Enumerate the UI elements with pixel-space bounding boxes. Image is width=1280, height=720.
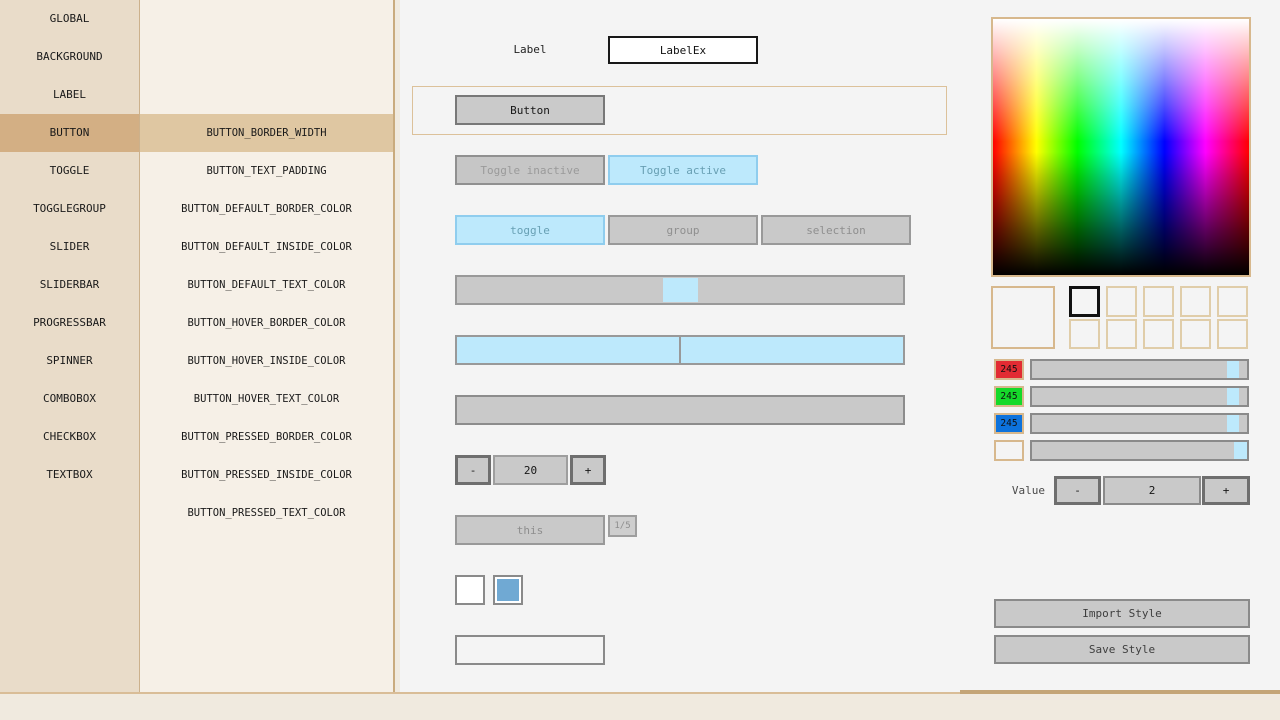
green-slider-handle[interactable] bbox=[1227, 388, 1239, 405]
property-item-hover-border-color[interactable]: BUTTON_HOVER_BORDER_COLOR bbox=[187, 317, 346, 329]
palette-row-1 bbox=[1069, 286, 1248, 317]
property-item-pressed-inside-color[interactable]: BUTTON_PRESSED_INSIDE_COLOR bbox=[181, 469, 352, 481]
value-spinner-value: 2 bbox=[1103, 476, 1201, 505]
property-item-default-text-color[interactable]: BUTTON_DEFAULT_TEXT_COLOR bbox=[187, 279, 346, 291]
sidebar-item-button[interactable]: BUTTON bbox=[0, 114, 139, 152]
preview-togglegroup-selection[interactable]: selection bbox=[761, 215, 911, 245]
preview-button-groupbox bbox=[412, 86, 947, 135]
preview-label-caption: Label bbox=[513, 43, 547, 56]
sidebar-item-sliderbar[interactable]: SLIDERBAR bbox=[39, 278, 100, 291]
blue-channel-chip: 245 bbox=[994, 413, 1024, 434]
preview-sliderbar[interactable] bbox=[455, 335, 905, 365]
alpha-channel-slider[interactable] bbox=[1030, 440, 1249, 461]
value-plus-button[interactable]: + bbox=[1202, 476, 1250, 505]
slider-handle[interactable] bbox=[663, 278, 698, 302]
sidebar-item-slider[interactable]: SLIDER bbox=[49, 240, 90, 253]
preview-spinner-plus-button[interactable]: + bbox=[570, 455, 606, 485]
palette-swatch[interactable] bbox=[1217, 319, 1248, 349]
property-item-pressed-text-color[interactable]: BUTTON_PRESSED_TEXT_COLOR bbox=[187, 507, 346, 519]
sidebar-item-textbox[interactable]: TEXTBOX bbox=[46, 468, 93, 481]
preview-spinner-minus-button[interactable]: - bbox=[455, 455, 491, 485]
value-minus-button[interactable]: - bbox=[1054, 476, 1101, 505]
combobox-page-indicator: 1/5 bbox=[608, 515, 637, 537]
save-style-button[interactable]: Save Style bbox=[994, 635, 1250, 664]
property-item-default-border-color[interactable]: BUTTON_DEFAULT_BORDER_COLOR bbox=[181, 203, 352, 215]
alpha-slider-handle[interactable] bbox=[1234, 442, 1247, 459]
property-item-text-padding[interactable]: BUTTON_TEXT_PADDING bbox=[206, 165, 327, 177]
preview-spinner-value: 20 bbox=[493, 455, 568, 485]
palette-swatch[interactable] bbox=[1217, 286, 1248, 317]
preview-label-textbox[interactable]: LabelEx bbox=[608, 36, 758, 64]
category-sidebar: GLOBAL BACKGROUND LABEL BUTTON TOGGLE TO… bbox=[0, 0, 140, 692]
red-channel-slider[interactable] bbox=[1030, 359, 1249, 380]
preview-togglegroup-toggle[interactable]: toggle bbox=[455, 215, 605, 245]
blue-slider-handle[interactable] bbox=[1227, 415, 1239, 432]
color-picker-gradient[interactable] bbox=[991, 17, 1251, 277]
sidebar-item-combobox[interactable]: COMBOBOX bbox=[43, 392, 96, 405]
sidebar-item-togglegroup[interactable]: TOGGLEGROUP bbox=[33, 202, 106, 215]
red-channel-chip: 245 bbox=[994, 359, 1024, 380]
sidebar-item-background[interactable]: BACKGROUND bbox=[36, 50, 103, 63]
property-sidebar: BUTTON_BORDER_WIDTH BUTTON_TEXT_PADDING … bbox=[140, 0, 395, 692]
preview-checkbox-checked[interactable] bbox=[493, 575, 523, 605]
preview-combobox[interactable]: this bbox=[455, 515, 605, 545]
preview-and-color-area: Label LabelEx Button Toggle inactive Tog… bbox=[400, 0, 1280, 692]
checkbox-checkmark-fill bbox=[497, 579, 519, 601]
preview-progressbar bbox=[455, 395, 905, 425]
palette-swatch[interactable] bbox=[1180, 286, 1211, 317]
property-item-hover-text-color[interactable]: BUTTON_HOVER_TEXT_COLOR bbox=[193, 393, 340, 405]
palette-row-2 bbox=[1069, 319, 1248, 349]
preview-slider[interactable] bbox=[455, 275, 905, 305]
palette-swatch[interactable] bbox=[1143, 319, 1174, 349]
property-item-pressed-border-color[interactable]: BUTTON_PRESSED_BORDER_COLOR bbox=[181, 431, 352, 443]
property-item-default-inside-color[interactable]: BUTTON_DEFAULT_INSIDE_COLOR bbox=[181, 241, 352, 253]
sidebar-item-toggle[interactable]: TOGGLE bbox=[49, 164, 90, 177]
blue-channel-slider[interactable] bbox=[1030, 413, 1249, 434]
green-channel-slider[interactable] bbox=[1030, 386, 1249, 407]
sidebar-item-progressbar[interactable]: PROGRESSBAR bbox=[33, 316, 106, 329]
preview-checkbox-unchecked[interactable] bbox=[455, 575, 485, 605]
preview-toggle-inactive[interactable]: Toggle inactive bbox=[455, 155, 605, 185]
sliderbar-divider bbox=[679, 337, 681, 363]
palette-swatch[interactable] bbox=[1069, 286, 1100, 317]
palette-swatch[interactable] bbox=[1143, 286, 1174, 317]
palette-swatch[interactable] bbox=[1180, 319, 1211, 349]
property-item-hover-inside-color[interactable]: BUTTON_HOVER_INSIDE_COLOR bbox=[187, 355, 346, 367]
palette-swatch[interactable] bbox=[1106, 286, 1137, 317]
preview-toggle-active[interactable]: Toggle active bbox=[608, 155, 758, 185]
alpha-channel-chip bbox=[994, 440, 1024, 461]
preview-togglegroup-group[interactable]: group bbox=[608, 215, 758, 245]
preview-textbox[interactable] bbox=[455, 635, 605, 665]
value-label: Value bbox=[1011, 484, 1045, 497]
preview-button[interactable]: Button bbox=[455, 95, 605, 125]
sidebar-item-label[interactable]: LABEL bbox=[52, 88, 87, 101]
bottom-divider bbox=[0, 692, 1280, 694]
bottom-divider-right bbox=[960, 690, 1280, 694]
sidebar-item-global[interactable]: GLOBAL bbox=[49, 12, 90, 25]
palette-swatch[interactable] bbox=[1106, 319, 1137, 349]
red-slider-handle[interactable] bbox=[1227, 361, 1239, 378]
sidebar-item-checkbox[interactable]: CHECKBOX bbox=[43, 430, 96, 443]
green-channel-chip: 245 bbox=[994, 386, 1024, 407]
bottom-strip bbox=[0, 694, 1280, 720]
property-item-border-width[interactable]: BUTTON_BORDER_WIDTH bbox=[140, 114, 393, 152]
current-color-swatch bbox=[991, 286, 1055, 349]
main-area: GLOBAL BACKGROUND LABEL BUTTON TOGGLE TO… bbox=[0, 0, 1280, 692]
sidebar-item-spinner[interactable]: SPINNER bbox=[46, 354, 93, 367]
palette-swatch[interactable] bbox=[1069, 319, 1100, 349]
import-style-button[interactable]: Import Style bbox=[994, 599, 1250, 628]
